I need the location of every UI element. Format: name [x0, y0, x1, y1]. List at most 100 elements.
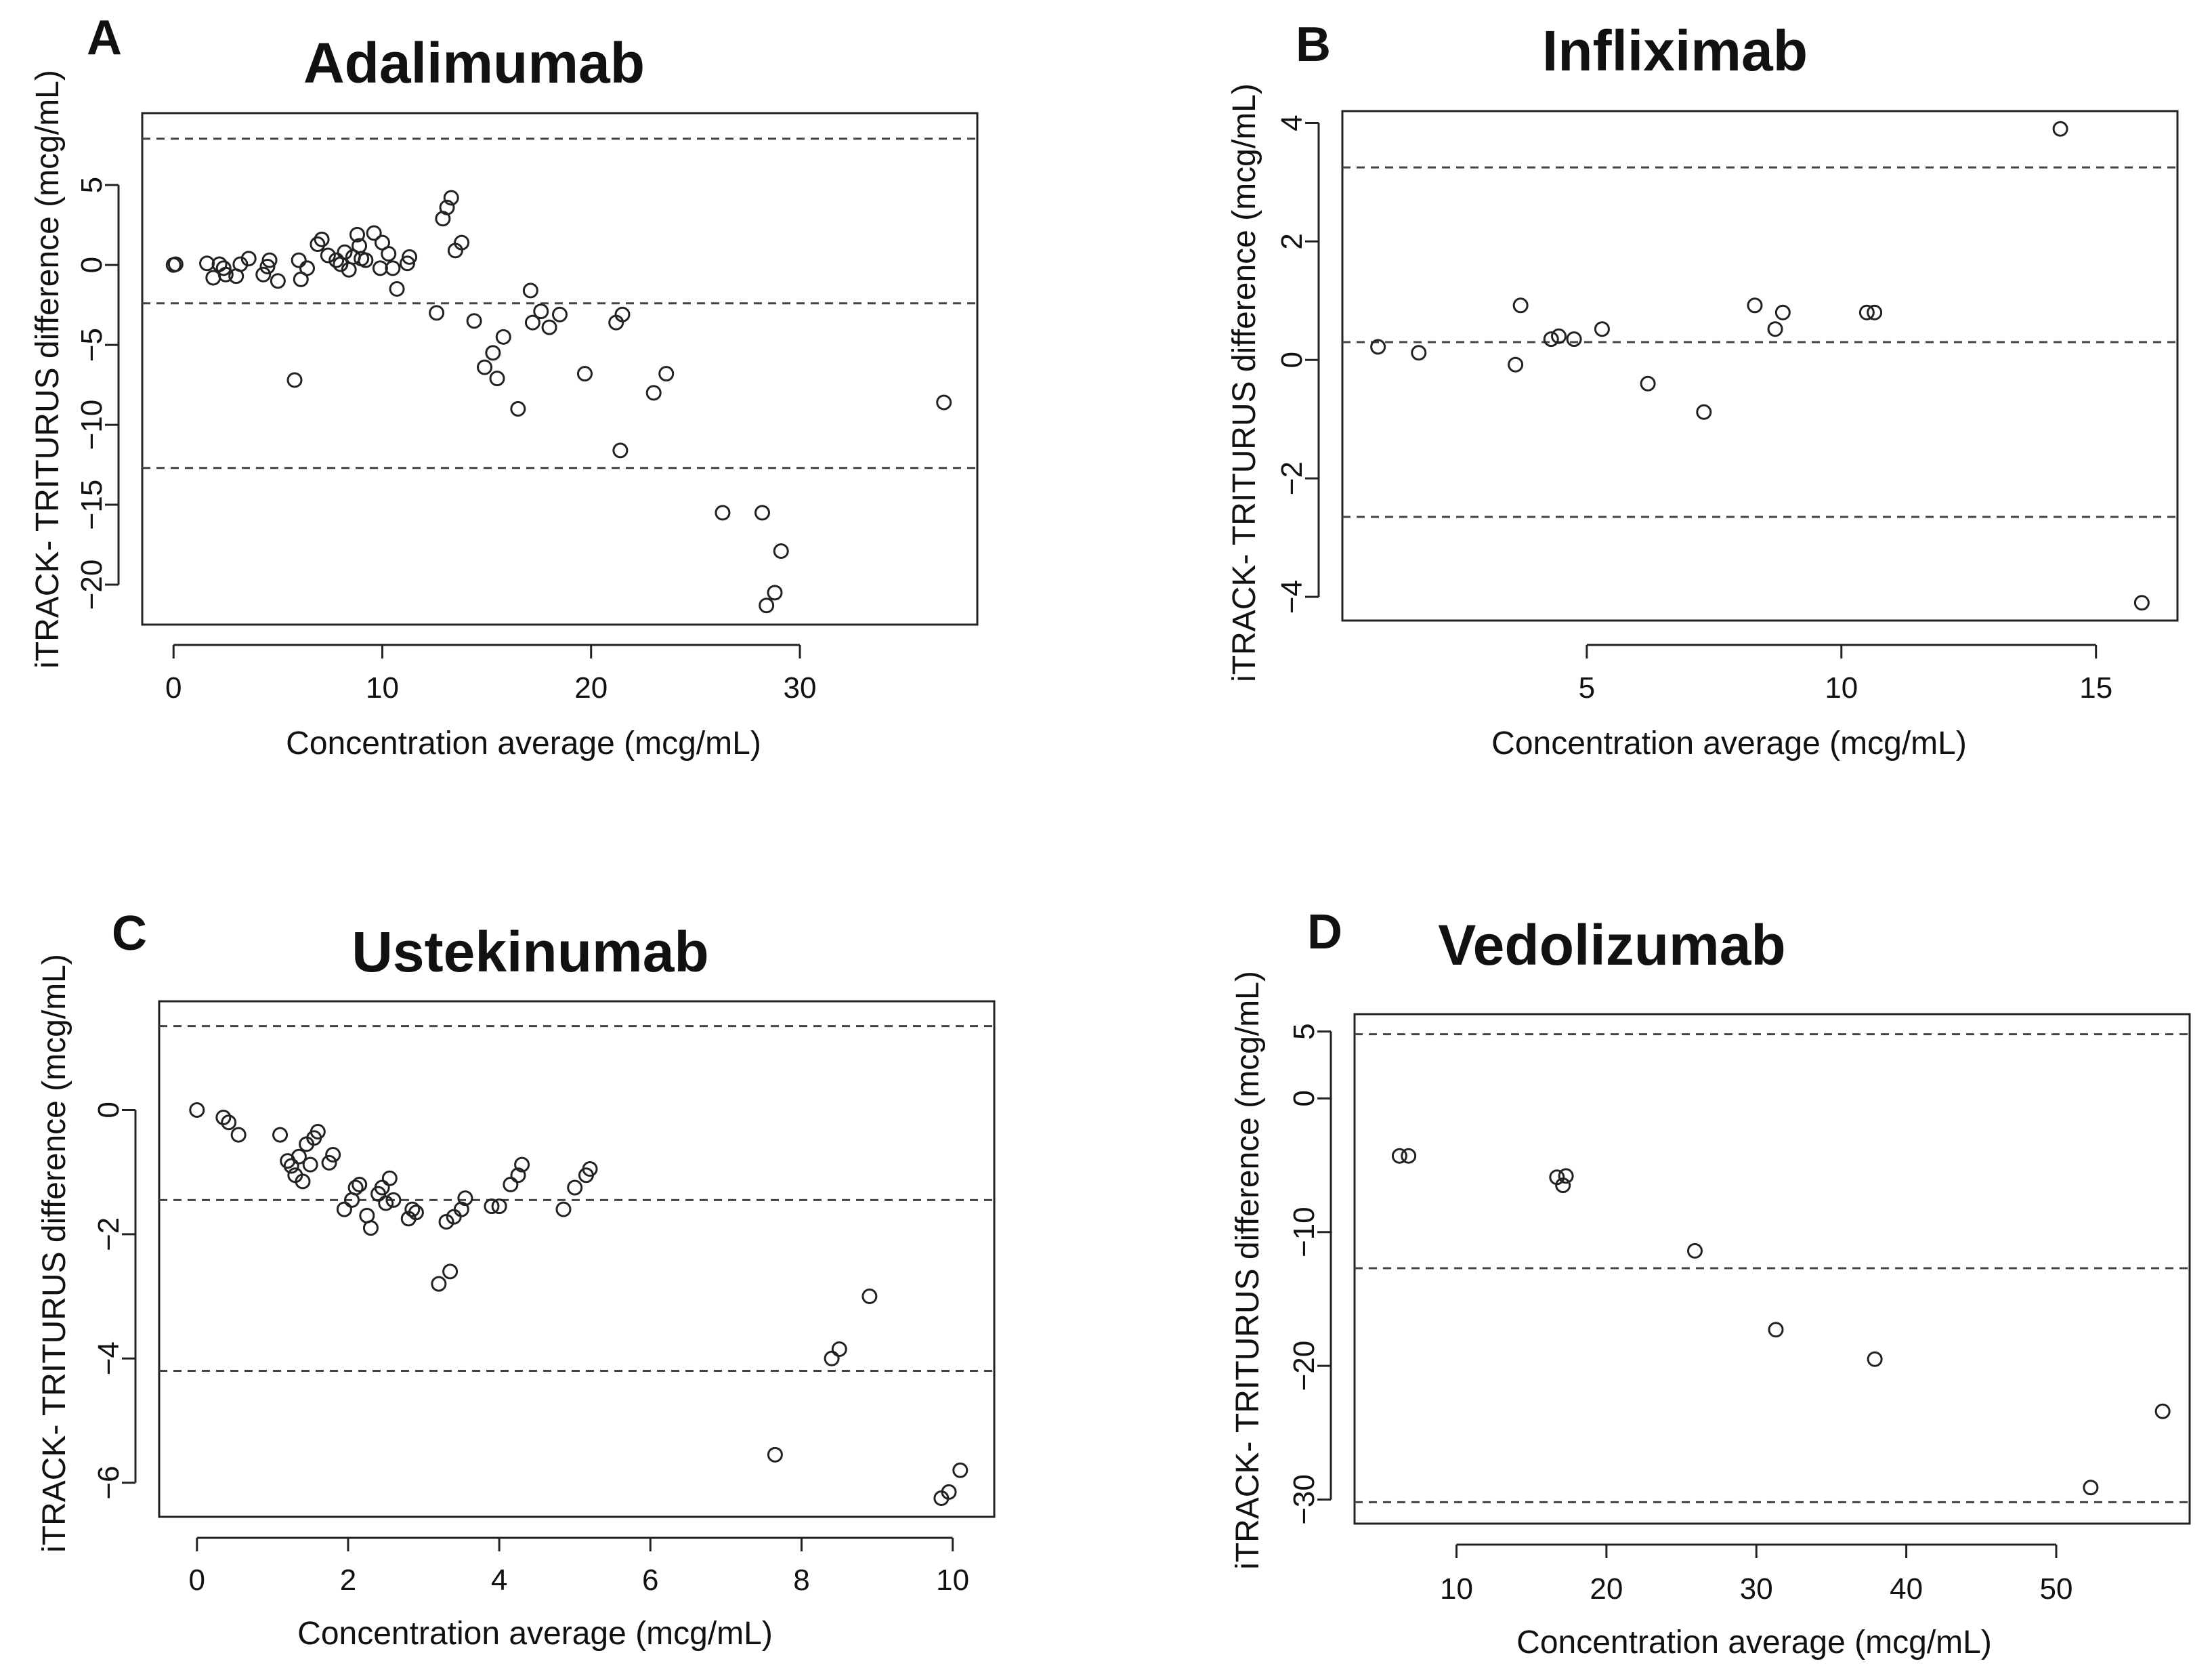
panel-b-x-tick-label: 5	[1579, 671, 1595, 705]
panel-a-data-point	[314, 231, 330, 247]
panel-c-data-point	[952, 1462, 969, 1478]
panel-a-data-point	[167, 256, 184, 272]
panel-a-x-tick-label: 0	[165, 671, 182, 705]
panel-c-data-point	[221, 1114, 237, 1131]
panel-b-data-point	[1508, 356, 1524, 373]
panel-a-data-point	[477, 359, 493, 375]
panel-a-data-point	[337, 244, 353, 260]
panel-d-x-tick-label: 40	[1890, 1572, 1923, 1606]
panel-a-x-tick-label: 30	[784, 671, 817, 705]
panel-a-data-point	[443, 190, 459, 206]
panel-c-x-tick-label: 10	[936, 1564, 969, 1597]
panel-b-y-tick-label: −2	[1275, 461, 1309, 495]
panel-c-y-axis-label: iTRACK- TRITURUS difference (mcg/mL)	[37, 954, 72, 1553]
panel-c-data-point	[941, 1484, 957, 1500]
panel-a-data-point	[612, 442, 629, 459]
panel-a-data-point	[349, 226, 365, 243]
panel-b-data-point	[1370, 339, 1386, 355]
panel-b-plot-frame	[1341, 110, 2179, 622]
panel-a-x-tick-label: 10	[366, 671, 399, 705]
panel-a-data-point	[495, 329, 511, 345]
panel-a-x-axis-label: Concentration average (mcg/mL)	[286, 726, 761, 761]
panel-b-data-point	[1767, 321, 1783, 337]
panel-a-data-point	[576, 366, 593, 382]
panel-a-data-point	[320, 247, 336, 264]
panel-a-data-point	[310, 236, 326, 252]
panel-c-plot-frame	[158, 1000, 996, 1518]
panel-a-data-point	[381, 246, 397, 262]
panel-a-data-point	[754, 505, 771, 521]
panel-b-title: Infliximab	[1542, 19, 1808, 83]
panel-b: B Infliximab 5 10 15 4 2 0 −2 −4 Concentration …	[1227, 18, 2179, 761]
panel-c-y-tick-label: −6	[92, 1465, 125, 1499]
panel-a-data-point	[489, 371, 505, 387]
panel-c-data-point	[567, 1179, 583, 1196]
panel-d-y-tick-label: −10	[1288, 1207, 1321, 1257]
panel-a-data-point	[259, 259, 276, 274]
panel-c-x-tick-label: 8	[793, 1564, 809, 1597]
panel-a-data-point	[270, 273, 286, 289]
panel-d-data-point	[1401, 1148, 1417, 1164]
panel-a-data-point	[217, 266, 234, 283]
panel-a-x-tick-label: 20	[574, 671, 608, 705]
panel-c-data-point	[291, 1148, 307, 1165]
panel-d-y-tick-label: −20	[1288, 1341, 1321, 1391]
panel-a-y-tick-label: −15	[75, 480, 108, 530]
panel-b-x-axis-label: Concentration average (mcg/mL)	[1491, 726, 1967, 761]
panel-c-data-point	[484, 1198, 500, 1215]
panel-a-data-point	[255, 266, 272, 283]
panel-c: C Ustekinumab 0 2 4 6 8 10 0 −2 −4 −6 Concentrati…	[37, 906, 996, 1652]
panel-b-data-point	[1858, 304, 1875, 320]
panel-c-data-point	[442, 1263, 459, 1280]
panel-c-data-point	[491, 1198, 507, 1215]
panel-c-data-point	[336, 1201, 352, 1217]
panel-a-y-tick-label: −5	[75, 328, 108, 362]
panel-a-data-point	[261, 252, 278, 268]
panel-c-data-point	[362, 1220, 379, 1236]
panel-c-y-tick-label: −2	[92, 1217, 125, 1251]
panel-d-y-tick-label: −30	[1288, 1474, 1321, 1525]
panel-a-data-point	[402, 249, 418, 265]
panel-d-y-tick-label: 0	[1288, 1090, 1321, 1106]
panel-a-plot-area: 0 10 20 30 5 0 −5 −10 −15 −20	[75, 138, 977, 705]
panel-b-plot-area: 5 10 15 4 2 0 −2 −4	[1275, 114, 2177, 705]
panel-c-data-point	[510, 1167, 526, 1184]
panel-d-data-point	[1768, 1322, 1784, 1338]
panel-c-data-point	[514, 1156, 530, 1173]
panel-d-y-axis-label: iTRACK- TRITURUS difference (mcg/mL)	[1230, 971, 1266, 1570]
panel-b-data-point	[2052, 121, 2068, 137]
panel-d-title: Vedolizumab	[1438, 913, 1785, 977]
panel-d-letter: D	[1307, 905, 1342, 959]
panel-d-x-axis-label: Concentration average (mcg/mL)	[1516, 1625, 1992, 1660]
panel-d-data-point	[1555, 1177, 1571, 1194]
panel-a-plot-frame	[141, 112, 979, 626]
panel-b-data-point	[2133, 595, 2150, 611]
panel-c-x-tick-label: 2	[340, 1564, 356, 1597]
panel-a-data-point	[510, 400, 526, 417]
panel-c-data-point	[824, 1350, 840, 1366]
panel-b-data-point	[1747, 297, 1763, 314]
panel-a: A Adalimumab 0 10 20 30 5 0 −5 −10 −15 −20 Concen…	[30, 11, 979, 761]
panel-d-x-tick-label: 30	[1740, 1572, 1773, 1606]
panel-d-x-tick-label: 20	[1590, 1572, 1623, 1606]
panel-b-data-point	[1594, 321, 1610, 337]
panel-b-data-point	[1774, 304, 1791, 320]
panel-a-data-point	[286, 372, 303, 388]
panel-b-data-point	[1867, 304, 1883, 320]
panel-b-y-tick-label: 4	[1275, 114, 1309, 131]
panel-c-data-point	[555, 1201, 572, 1217]
panel-c-data-point	[404, 1201, 421, 1217]
panel-a-data-point	[240, 251, 257, 267]
panel-b-y-tick-label: 2	[1275, 233, 1309, 249]
panel-c-data-point	[310, 1124, 326, 1140]
panel-c-data-point	[582, 1161, 598, 1177]
panel-c-data-point	[321, 1154, 337, 1171]
panel-a-data-point	[541, 319, 557, 335]
panel-c-data-point	[503, 1176, 519, 1192]
panel-c-data-point	[325, 1146, 341, 1163]
panel-c-data-point	[189, 1102, 205, 1118]
panel-a-data-point	[485, 345, 501, 361]
